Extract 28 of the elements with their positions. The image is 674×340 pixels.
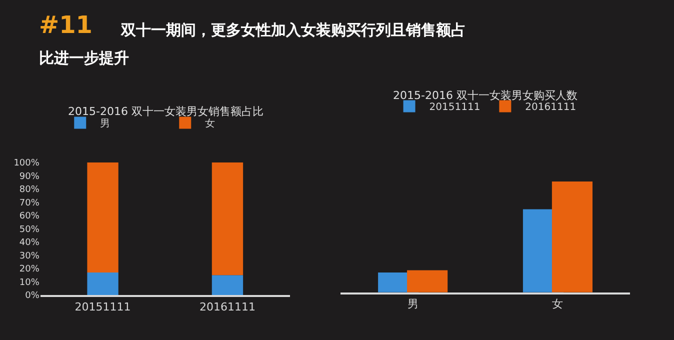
y-tick-label: 100% — [14, 158, 40, 169]
bar — [212, 275, 244, 296]
y-tick-label: 10% — [19, 278, 40, 288]
x-tick-label: 20151111 — [74, 300, 131, 314]
bar — [87, 272, 118, 296]
bar — [87, 162, 118, 273]
bar — [212, 162, 244, 276]
text: #11 — [39, 11, 93, 39]
y-tick-label: 80% — [19, 185, 40, 196]
y-tick-label: 0% — [25, 291, 40, 302]
y-tick-label: 70% — [19, 198, 40, 208]
x-tick-label: 20161111 — [199, 300, 256, 314]
y-tick-label: 20% — [19, 264, 40, 275]
x-tick-label: 男 — [407, 298, 418, 311]
y-tick-label: 90% — [19, 172, 40, 182]
y-tick-label: 60% — [19, 212, 40, 222]
chart-title: 2015-2016 双十一女装男女销售额占比 — [68, 105, 264, 118]
bar — [552, 182, 593, 292]
y-tick-label: 30% — [19, 251, 40, 262]
legend-label: 女 — [205, 118, 216, 130]
legend-label: 20161111 — [525, 102, 576, 114]
x-tick-label: 女 — [552, 298, 564, 311]
legend-label: 20151111 — [429, 102, 480, 114]
y-tick-label: 50% — [19, 224, 40, 235]
legend-label: 男 — [100, 118, 110, 130]
chart-title: 2015-2016 双十一女装男女购买人数 — [393, 89, 578, 102]
y-tick-label: 40% — [19, 238, 40, 248]
bar — [407, 270, 448, 292]
